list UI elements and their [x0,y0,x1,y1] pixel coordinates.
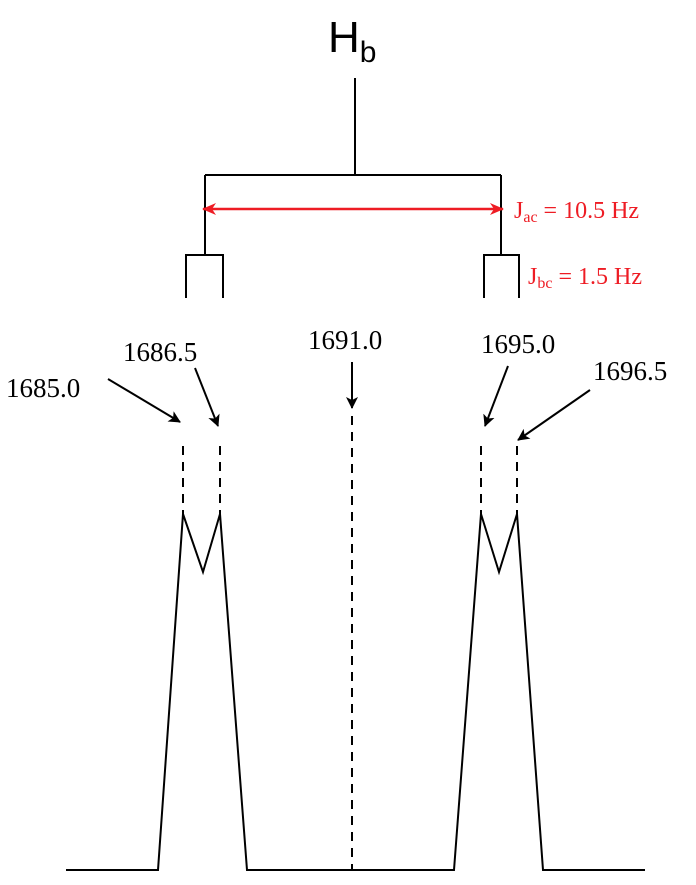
peak-label-1691: 1691.0 [308,325,382,355]
pointer-arrow-1695 [483,365,509,427]
jbc-value: = 1.5 Hz [552,264,642,290]
jac-subscript: ac [523,209,537,226]
jac-label: Jac = 10.5 Hz [514,198,639,226]
right-doublet-bracket [483,254,520,298]
pointer-arrow-1685 [107,378,181,423]
pointer-arrow-1686 [194,367,220,427]
jbc-j: J [528,264,537,290]
left-doublet-bracket [185,254,224,298]
jac-j: J [514,198,523,224]
peak-label-1695: 1695.0 [481,329,555,359]
peak-label-1686: 1686.5 [123,337,197,367]
proton-title-letter: H [328,13,360,62]
splitting-tree [185,78,520,298]
peak-label-1685: 1685.0 [6,373,80,403]
spectrum-trace [66,513,645,871]
pointer-arrow-1696 [517,389,591,441]
peak-label-1696: 1696.5 [593,356,667,386]
proton-title-subscript: b [360,36,377,69]
jac-value: = 10.5 Hz [538,198,640,224]
jbc-subscript: bc [537,275,552,292]
proton-title: Hb [328,13,376,69]
jbc-label: Jbc = 1.5 Hz [528,264,642,292]
